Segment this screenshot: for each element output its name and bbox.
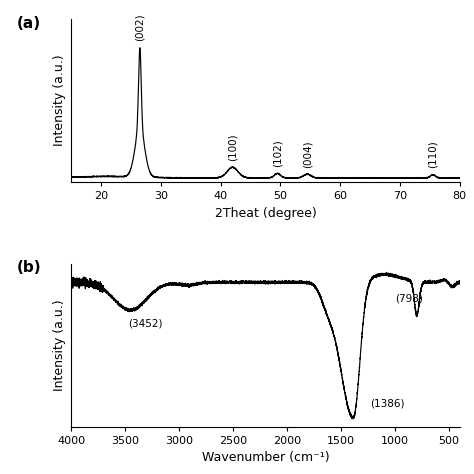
Text: (798): (798): [395, 293, 423, 303]
Y-axis label: Intensity (a.u.): Intensity (a.u.): [53, 299, 65, 391]
X-axis label: Wavenumber (cm⁻¹): Wavenumber (cm⁻¹): [201, 451, 329, 464]
Text: (002): (002): [135, 14, 145, 41]
Text: (100): (100): [228, 133, 237, 161]
Y-axis label: Intensity (a.u.): Intensity (a.u.): [53, 55, 65, 146]
Text: (3452): (3452): [128, 319, 163, 329]
Text: (102): (102): [273, 139, 283, 167]
Text: (004): (004): [302, 140, 312, 168]
X-axis label: 2Theat (degree): 2Theat (degree): [215, 207, 316, 219]
Text: (b): (b): [17, 260, 41, 275]
Text: (110): (110): [428, 140, 438, 168]
Text: (1386): (1386): [370, 398, 405, 408]
Text: (a): (a): [17, 16, 41, 31]
